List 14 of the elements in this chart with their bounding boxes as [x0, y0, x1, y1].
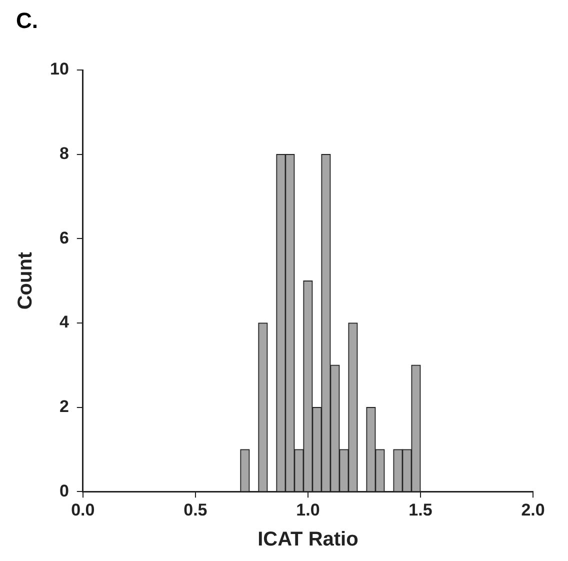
y-tick-label: 0 [59, 481, 69, 500]
y-tick-label: 2 [59, 396, 69, 416]
y-tick-label: 6 [59, 228, 69, 248]
y-tick-label: 8 [59, 144, 69, 164]
x-tick-label: 2.0 [521, 500, 545, 520]
y-axis-title: Count [14, 252, 37, 310]
x-tick-label: 0.5 [184, 500, 208, 520]
chart-title: C. [16, 8, 38, 34]
y-tick-label: 4 [59, 312, 70, 332]
y-tick-label: 10 [50, 60, 69, 79]
x-tick-label: 0.0 [71, 500, 95, 520]
x-tick-label: 1.5 [408, 500, 432, 520]
x-axis-title: ICAT Ratio [258, 528, 358, 551]
x-tick-label: 1.0 [296, 500, 320, 520]
